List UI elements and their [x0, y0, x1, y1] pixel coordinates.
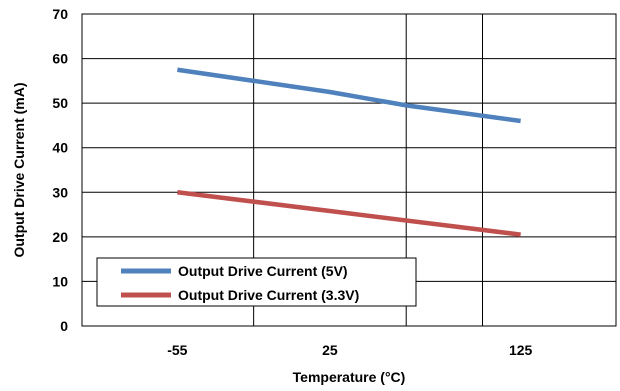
series-line-3v3 [177, 190, 521, 237]
legend-label-5v: Output Drive Current (5V) [178, 263, 348, 279]
x-axis-title: Temperature (°C) [293, 369, 406, 385]
legend-label-3v3: Output Drive Current (3.3V) [178, 287, 359, 303]
legend-box [96, 257, 417, 307]
x-tick-labels: -55 25 125 [167, 342, 532, 358]
legend: Output Drive Current (5V) Output Drive C… [96, 257, 417, 307]
series-line-5v [177, 67, 521, 124]
y-tick-label: 30 [52, 184, 68, 200]
y-tick-labels: 0 10 20 30 40 50 60 70 [52, 6, 68, 334]
y-tick-label: 60 [52, 51, 68, 67]
y-tick-label: 20 [52, 229, 68, 245]
x-tick-label: -55 [167, 342, 187, 358]
y-tick-label: 50 [52, 95, 68, 111]
y-tick-label: 0 [60, 318, 68, 334]
y-tick-label: 40 [52, 140, 68, 156]
y-axis-title: Output Drive Current (mA) [11, 83, 27, 258]
x-tick-label: 125 [509, 342, 533, 358]
x-tick-label: 25 [322, 342, 338, 358]
y-tick-label: 70 [52, 6, 68, 22]
y-tick-label: 10 [52, 273, 68, 289]
series-lines [177, 67, 521, 237]
